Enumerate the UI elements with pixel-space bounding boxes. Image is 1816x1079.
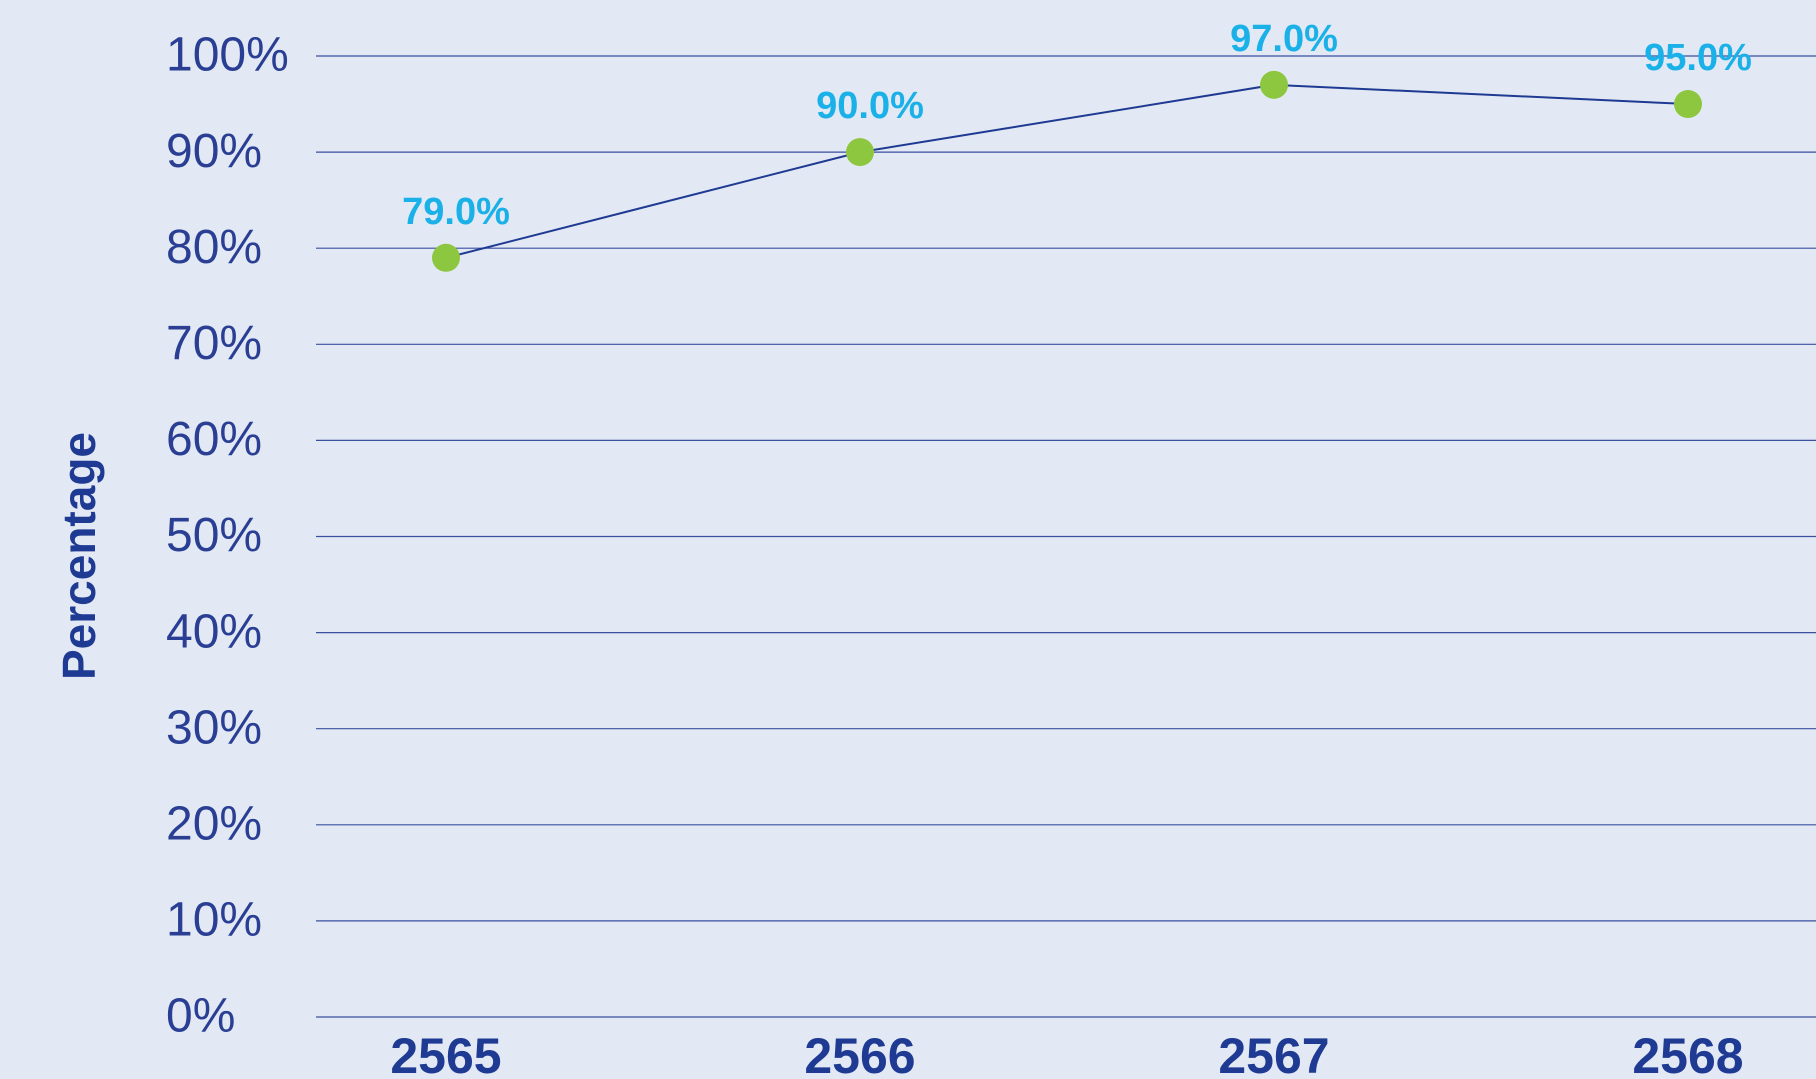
value-label: 95.0% <box>1644 37 1752 79</box>
point <box>846 138 874 167</box>
y-tick-label: 90% <box>166 125 262 178</box>
y-tick-label: 70% <box>166 317 262 370</box>
x-tick-label: 2567 <box>1218 1028 1329 1079</box>
y-tick-label: 10% <box>166 894 262 947</box>
y-tick-label: 60% <box>166 413 262 466</box>
y-tick-label: 80% <box>166 221 262 274</box>
y-tick-label: 20% <box>166 797 262 850</box>
y-tick-label: 0% <box>166 990 235 1043</box>
x-tick-label: 2565 <box>390 1028 501 1079</box>
value-label: 90.0% <box>816 85 924 127</box>
series-line <box>445 83 1689 259</box>
y-axis-label: Percentage <box>53 432 105 680</box>
point <box>1674 90 1702 119</box>
value-label: 97.0% <box>1230 18 1338 60</box>
x-tick-label: 2566 <box>804 1028 915 1079</box>
y-tick-label: 30% <box>166 701 262 754</box>
value-label: 79.0% <box>402 191 510 233</box>
y-tick-label: 50% <box>166 509 262 562</box>
point <box>1260 70 1288 99</box>
y-tick-label: 40% <box>166 605 262 658</box>
x-tick-label: 2568 <box>1632 1028 1743 1079</box>
point <box>432 243 460 272</box>
y-tick-label: 100% <box>166 29 289 82</box>
